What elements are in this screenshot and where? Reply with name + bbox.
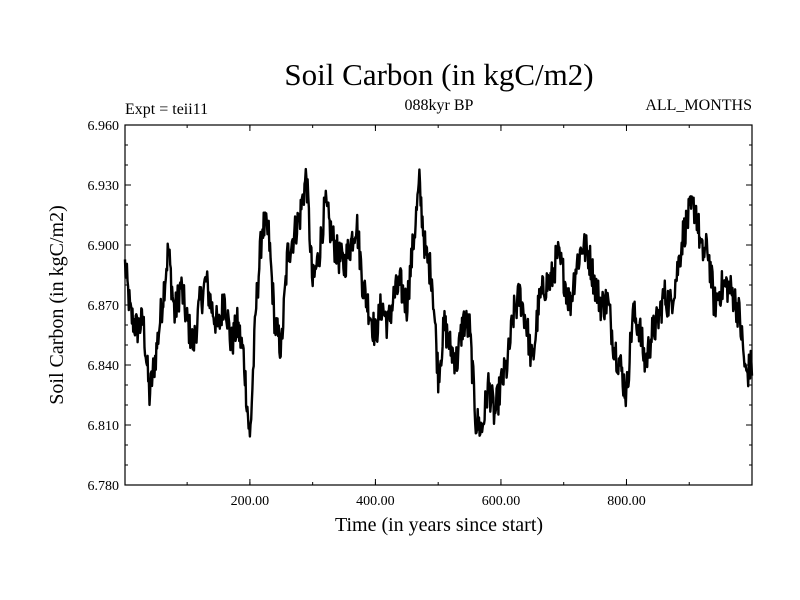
y-tick-label: 6.960 xyxy=(88,119,120,134)
soil-carbon-series-line xyxy=(123,167,754,438)
plot-frame xyxy=(124,124,753,486)
x-axis-label: Time (in years since start) xyxy=(335,514,543,536)
x-tick-label: 600.00 xyxy=(482,494,521,509)
y-tick-label: 6.900 xyxy=(88,239,120,254)
chart-title: Soil Carbon (in kgC/m2) xyxy=(284,57,593,92)
y-tick-label: 6.810 xyxy=(88,419,120,434)
experiment-label: Expt = teii11 xyxy=(125,101,208,118)
y-tick-label: 6.840 xyxy=(88,359,120,374)
chart-subtitle: 088kyr BP xyxy=(405,97,474,114)
y-axis-label: Soil Carbon (in kgC/m2) xyxy=(46,205,68,404)
x-tick-label: 400.00 xyxy=(356,494,395,509)
y-tick-label: 6.780 xyxy=(88,479,120,494)
x-tick-label: 200.00 xyxy=(231,494,270,509)
x-axis: 200.00 400.00 600.00 800.00 xyxy=(186,125,690,509)
y-tick-label: 6.930 xyxy=(88,179,120,194)
y-tick-label: 6.870 xyxy=(88,299,120,314)
x-tick-label: 800.00 xyxy=(607,494,646,509)
months-label: ALL_MONTHS xyxy=(645,97,752,114)
